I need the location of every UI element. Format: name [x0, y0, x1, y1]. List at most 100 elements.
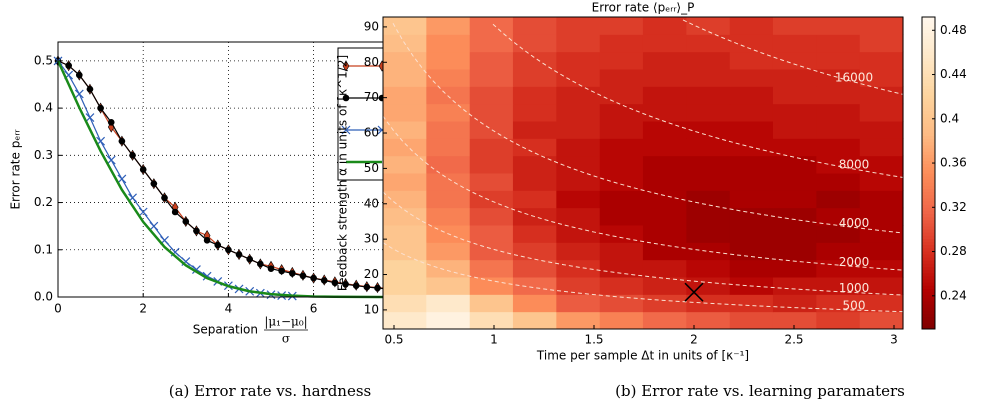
heat-cell — [512, 190, 557, 209]
y-tick-label: 80 — [364, 55, 379, 69]
data-point — [331, 279, 339, 287]
heat-cell — [859, 277, 904, 295]
heat-cell — [859, 34, 904, 53]
heat-cell — [469, 155, 514, 174]
heat-cell — [642, 259, 687, 278]
heat-cell — [599, 86, 644, 105]
data-point — [74, 89, 84, 99]
data-point — [225, 246, 232, 254]
colorbar-segment — [922, 70, 935, 74]
colorbar-segment — [922, 188, 935, 193]
x-tick-label: 1.5 — [584, 333, 603, 347]
data-point — [129, 152, 136, 159]
heat-cell — [512, 34, 557, 53]
heat-cell — [469, 242, 514, 261]
heat-cell — [469, 259, 514, 278]
heat-cell — [642, 34, 687, 53]
heat-cell — [772, 69, 817, 87]
colorbar-segment — [922, 304, 935, 308]
heat-cell — [469, 225, 514, 243]
heat-cell — [686, 69, 731, 87]
colorbar-segment — [922, 194, 935, 199]
data-point — [76, 71, 83, 79]
heat-cell — [556, 173, 601, 191]
y-tick-label: 40 — [364, 196, 379, 210]
heat-cell — [382, 138, 427, 157]
contour-line — [382, 242, 904, 313]
data-point — [289, 270, 296, 277]
heat-cell — [686, 34, 731, 53]
colorbar-segment — [922, 232, 935, 236]
y-tick-label: 90 — [364, 19, 379, 33]
heat-cell — [512, 155, 557, 174]
colorbar-segment — [922, 107, 935, 112]
heat-cell — [469, 51, 514, 70]
colorbar-segment — [922, 26, 935, 30]
heat-cell — [772, 155, 817, 174]
colorbar-segment — [922, 247, 935, 252]
heat-cell — [426, 155, 471, 174]
heat-cell — [512, 138, 557, 157]
heat-cell — [642, 69, 687, 87]
heat-cell — [686, 173, 731, 191]
heat-cell — [556, 155, 601, 174]
colorbar-segment — [922, 20, 935, 24]
heat-cell — [859, 242, 904, 261]
x-tick-label: 1 — [490, 333, 498, 347]
data-point — [193, 227, 200, 235]
colorbar-segment — [922, 235, 935, 240]
heat-cell — [426, 173, 471, 191]
colorbar-segment — [922, 182, 935, 186]
colorbar-tick-label: 0.24 — [940, 288, 967, 302]
heat-cell — [859, 103, 904, 122]
heat-cell — [729, 155, 774, 174]
heat-cell — [382, 294, 427, 313]
heat-cell — [642, 86, 687, 105]
heat-cell — [556, 121, 601, 139]
heat-cell — [599, 51, 644, 70]
heat-cell — [729, 173, 774, 191]
colorbar-segment — [922, 291, 935, 296]
heat-cell — [686, 155, 731, 174]
colorbar-segment — [922, 191, 935, 196]
heat-cell — [382, 51, 427, 70]
heat-cell — [469, 138, 514, 157]
heat-cell — [426, 51, 471, 70]
colorbar-segment — [922, 35, 935, 40]
heat-cell — [816, 294, 861, 313]
heat-cell — [426, 277, 471, 295]
data-point — [161, 194, 168, 202]
heat-cell — [772, 121, 817, 139]
heat-cell — [816, 138, 861, 157]
heat-cell — [772, 86, 817, 105]
colorbar-segment — [922, 32, 935, 37]
heat-cell — [729, 69, 774, 87]
data-point — [278, 267, 285, 275]
heat-cell — [599, 155, 644, 174]
heat-cell — [512, 225, 557, 243]
colorbar-segment — [922, 157, 935, 162]
heat-cell — [859, 259, 904, 278]
heat-cell — [772, 138, 817, 157]
colorbar-segment — [922, 325, 935, 330]
heat-cell — [816, 103, 861, 122]
colorbar-segment — [922, 148, 935, 152]
data-point — [107, 118, 115, 126]
heat-cell — [816, 277, 861, 295]
heat-cell — [512, 86, 557, 105]
colorbar-segment — [922, 207, 935, 211]
data-point — [182, 218, 190, 225]
x-axis-label: σ — [282, 332, 290, 346]
heat-cell — [859, 294, 904, 313]
heat-cell — [859, 155, 904, 174]
heat-cell — [426, 17, 471, 35]
heat-cell — [512, 17, 557, 35]
heat-cell — [686, 103, 731, 122]
colorbar-segment — [922, 113, 935, 118]
x-axis-label: Time per sample Δt in units of [κ⁻¹] — [536, 349, 749, 363]
x-tick-label: 2 — [139, 302, 147, 316]
colorbar-segment — [922, 126, 935, 130]
colorbar-segment — [922, 66, 935, 71]
contour-line — [382, 115, 904, 271]
colorbar-segment — [922, 173, 935, 177]
